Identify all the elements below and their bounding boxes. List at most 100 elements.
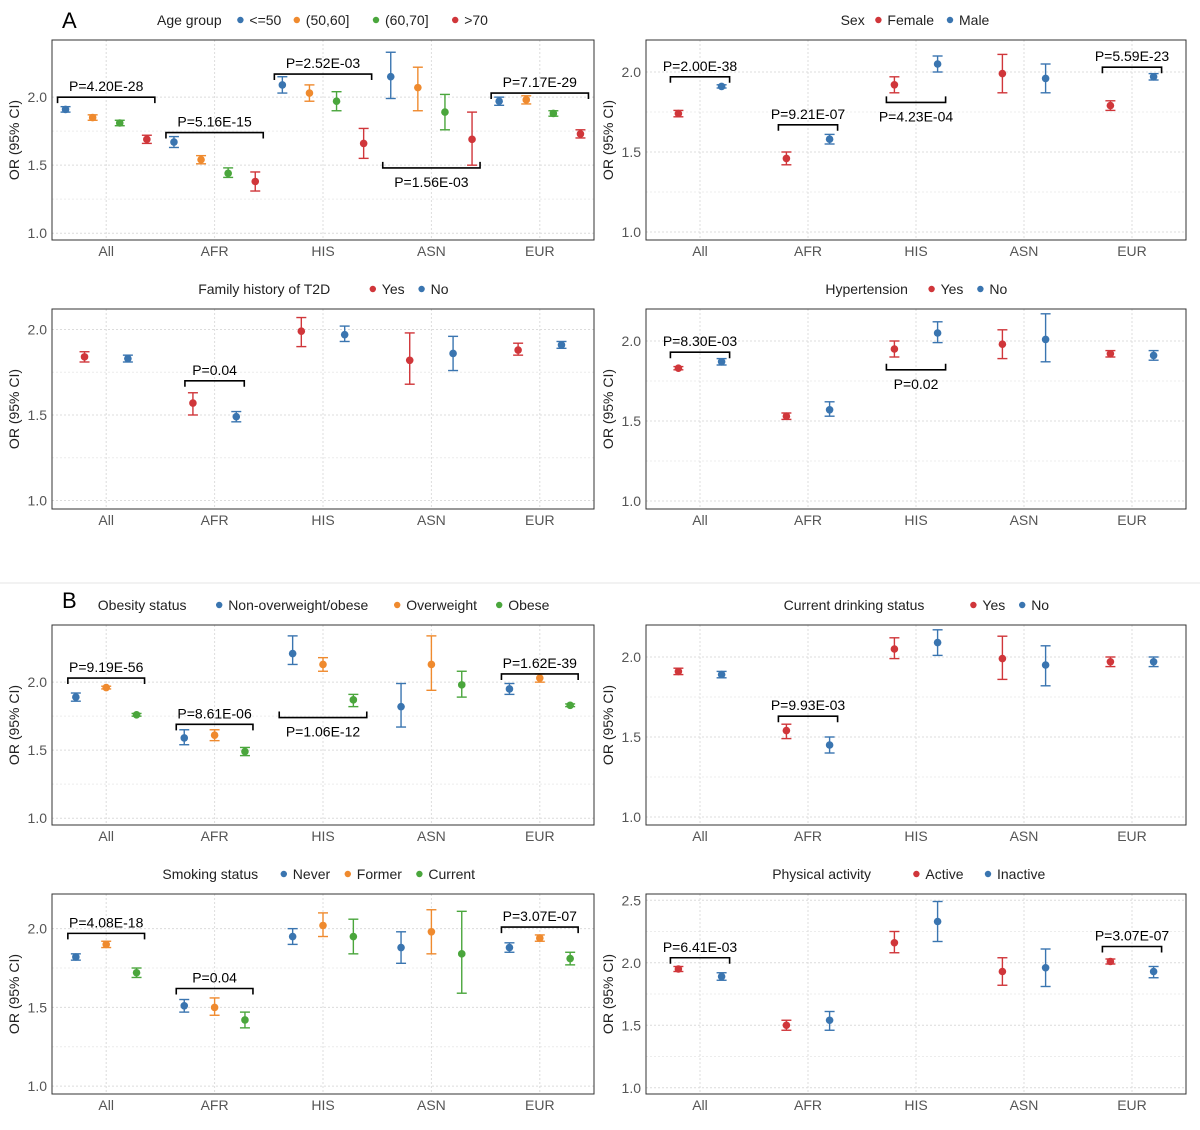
p-bracket-2: P=1.06E-12 [278, 711, 368, 740]
p-bracket-0: P=8.30E-03 [663, 333, 737, 359]
errorbar-famhist-1-0 [122, 354, 133, 363]
data-point [998, 967, 1007, 976]
p-value-label: P=2.00E-38 [663, 58, 738, 74]
p-bracket-1: P=0.04 [175, 969, 254, 995]
errorbar-age-1-2 [304, 84, 315, 102]
legend-key-3 [452, 16, 459, 24]
data-point [88, 113, 97, 122]
errorbar-drinking-1-3 [1040, 645, 1051, 687]
data-point [674, 965, 683, 973]
y-tick-label: 2.0 [28, 89, 48, 105]
errorbar-famhist-0-0 [79, 351, 90, 363]
y-tick-label: 1.0 [28, 492, 48, 508]
data-point [1106, 350, 1115, 358]
chart-sex: 1.0 1.5 2.0 All AFR HIS ASN EUR OR (95% CI) Sex Fe… [600, 12, 1187, 259]
data-point [1149, 73, 1158, 81]
x-tick-label-all: All [98, 828, 114, 844]
chart-drinking: 1.0 1.5 2.0 All AFR HIS ASN EUR OR (95% CI) Curre… [600, 597, 1187, 844]
legend-title: Age group [157, 12, 222, 28]
data-point [514, 346, 522, 354]
data-point [890, 938, 899, 947]
data-point [143, 135, 151, 144]
data-point [566, 954, 574, 963]
p-bracket-1: P=5.16E-15 [165, 114, 265, 139]
errorbar-obesity-0-2 [287, 635, 298, 666]
errorbar-smoking-0-1 [179, 998, 190, 1013]
data-point [305, 89, 314, 97]
data-point [115, 119, 124, 127]
x-tick-label-afr: AFR [201, 1097, 229, 1113]
errorbar-obesity-1-0 [101, 683, 112, 692]
errorbar-smoking-1-2 [318, 912, 328, 938]
errorbar-age-1-4 [521, 95, 532, 105]
errorbar-htn-0-2 [889, 340, 900, 358]
data-point [414, 83, 422, 92]
errorbar-smoking-1-3 [426, 909, 437, 955]
legend: Hypertension Yes No [825, 281, 1007, 297]
errorbar-activity-0-4 [1105, 957, 1116, 966]
data-point [72, 953, 80, 961]
y-axis-label: OR (95% CI) [600, 954, 616, 1034]
errorbar-famhist-0-1 [187, 392, 198, 416]
legend: Age group <=50 (50,60] (60,70] >70 [157, 12, 488, 28]
panel-label-b: B [62, 588, 77, 613]
data-point [933, 917, 942, 926]
bracket-line [500, 926, 579, 934]
x-tick-label-all: All [692, 1097, 708, 1113]
x-tick-label-asn: ASN [417, 512, 446, 528]
legend-key-0 [970, 601, 977, 609]
legend-title: Obesity status [98, 597, 187, 613]
data-point [717, 358, 726, 366]
plot-frame [51, 893, 595, 1095]
errorbar-obesity-1-3 [426, 635, 437, 692]
errorbar-drinking-0-3 [997, 635, 1008, 681]
data-point [359, 139, 368, 148]
legend-label: Inactive [997, 866, 1045, 882]
errorbar-drinking-1-1 [824, 736, 835, 754]
legend: Sex Female Male [841, 12, 990, 28]
data-point [180, 734, 189, 742]
p-value-label: P=3.07E-07 [1095, 928, 1170, 944]
legend-key-0 [875, 16, 882, 24]
x-tick-label-all: All [692, 512, 708, 528]
errorbar-htn-0-4 [1105, 349, 1116, 358]
data-point [825, 741, 834, 749]
data-point [319, 660, 327, 669]
data-point [319, 921, 327, 930]
errorbar-drinking-0-1 [781, 723, 792, 740]
bracket-line [777, 715, 839, 723]
p-value-label: P=5.16E-15 [177, 114, 252, 130]
legend-key-1 [344, 870, 351, 878]
data-point [674, 109, 683, 118]
errorbar-activity-1-3 [1040, 948, 1051, 988]
errorbar-htn-1-4 [1148, 349, 1159, 361]
errorbar-obesity-0-3 [396, 682, 407, 728]
data-point [522, 96, 531, 104]
errorbar-age-2-2 [331, 91, 342, 112]
errorbar-htn-1-2 [932, 321, 943, 344]
data-point [427, 660, 436, 669]
errorbar-htn-0-0 [673, 364, 684, 373]
legend-label: (60,70] [385, 12, 429, 28]
errorbar-drinking-0-4 [1105, 656, 1116, 668]
data-point [1149, 351, 1158, 360]
p-bracket-0: P=4.20E-28 [56, 78, 156, 104]
data-point [536, 934, 544, 942]
errorbar-sex-1-3 [1040, 63, 1051, 94]
x-tick-label-his: HIS [904, 243, 927, 259]
data-point [933, 60, 942, 68]
data-point [386, 72, 395, 81]
bracket-line [669, 956, 731, 964]
errorbar-drinking-0-0 [673, 667, 684, 676]
plot-frame [645, 39, 1187, 241]
errorbar-famhist-1-2 [339, 325, 350, 343]
p-value-label: P=2.52E-03 [286, 55, 361, 71]
errorbar-htn-1-3 [1040, 313, 1051, 363]
legend-label: Non-overweight/obese [228, 597, 368, 613]
legend-key-0 [237, 16, 244, 24]
plot-frame [51, 39, 595, 241]
x-tick-label-asn: ASN [417, 828, 446, 844]
errorbar-age-1-1 [196, 154, 207, 165]
legend-label: Former [357, 866, 402, 882]
data-point [890, 81, 899, 89]
